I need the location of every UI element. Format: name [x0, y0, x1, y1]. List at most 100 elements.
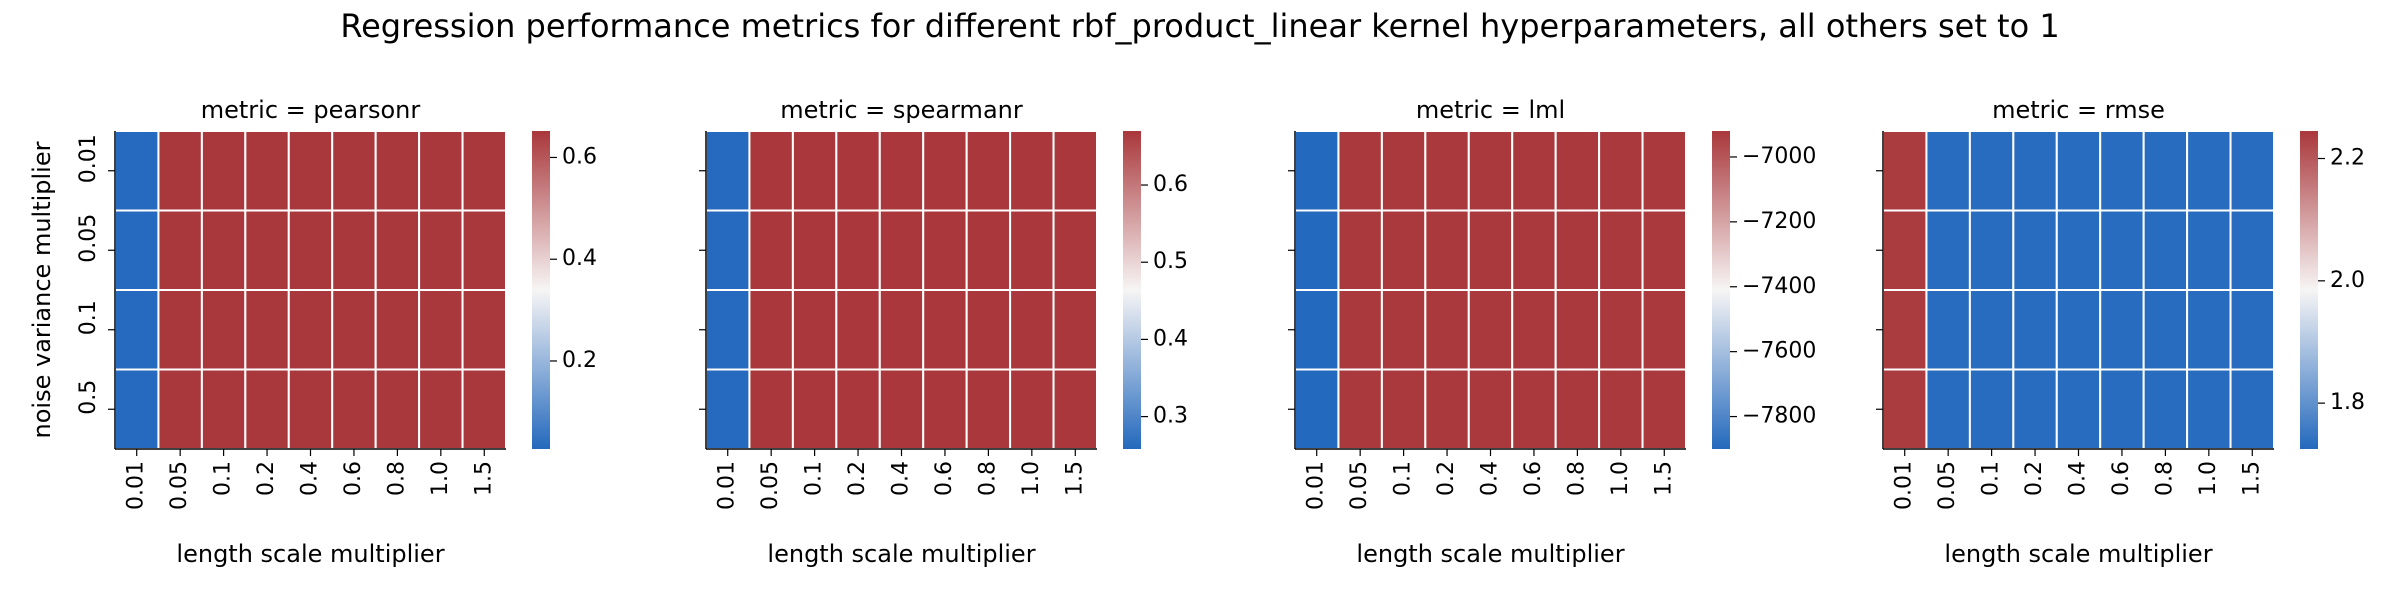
heatmap-cell — [1641, 209, 1687, 291]
x-tick-label: 0.2 — [1434, 461, 1459, 496]
heatmap-cell — [1337, 289, 1383, 371]
heatmap-cell — [835, 130, 881, 212]
colorbar-tick-label: −7000 — [1742, 144, 1816, 169]
x-axis-label: length scale multiplier — [1944, 540, 2212, 568]
panel-title: metric = rmse — [1992, 96, 2165, 124]
heatmap-cell — [1641, 368, 1687, 450]
heatmap-cell — [1511, 368, 1557, 450]
panel-title: metric = lml — [1416, 96, 1565, 124]
x-tick-label: 1.5 — [2239, 461, 2264, 496]
heatmap-cell — [114, 368, 160, 450]
y-tick-label: 0.01 — [76, 134, 101, 183]
heatmap-cell — [791, 289, 838, 371]
x-tick-label: 1.0 — [1019, 461, 1044, 496]
heatmap-cell — [1380, 289, 1427, 371]
heatmap-cell — [2055, 289, 2102, 371]
heatmap-cell — [200, 209, 247, 291]
heatmap-cell — [965, 130, 1012, 212]
colorbar-tick-label: 0.6 — [562, 144, 597, 169]
heatmap-cell — [374, 289, 421, 371]
heatmap-cell — [2099, 289, 2145, 371]
heatmap-cell — [791, 130, 838, 212]
heatmap-cell — [1337, 130, 1383, 212]
heatmap-cell — [461, 130, 507, 212]
heatmap-cell — [2229, 130, 2276, 212]
x-tick-label: 1.0 — [2196, 461, 2221, 496]
heatmap-cell — [1511, 130, 1557, 212]
heatmap-cell — [1380, 130, 1427, 212]
colorbar-tick-label: 2.2 — [2330, 146, 2365, 171]
heatmap-cell — [2099, 130, 2145, 212]
heatmap-cell — [1554, 130, 1601, 212]
heatmap-cell — [922, 289, 968, 371]
heatmap-cell — [1294, 130, 1340, 212]
heatmap-cell — [461, 368, 507, 450]
heatmap-cell — [2186, 209, 2232, 291]
heatmap-cell — [2186, 130, 2232, 212]
heatmap-cell — [157, 130, 203, 212]
heatmap-cell — [461, 209, 507, 291]
colorbar — [2300, 131, 2318, 449]
x-tick-label: 0.1 — [1979, 461, 2004, 496]
heatmap-cell — [835, 289, 881, 371]
x-tick-label: 0.1 — [1391, 461, 1416, 496]
x-tick-label: 0.1 — [802, 461, 827, 496]
heatmap-cell — [2099, 209, 2145, 291]
x-tick-label: 0.05 — [1935, 461, 1960, 510]
heatmap-cell — [1925, 130, 1971, 212]
heatmap-cell — [2142, 209, 2189, 291]
heatmap-cell — [374, 368, 421, 450]
x-tick-label: 0.8 — [384, 461, 409, 496]
x-tick-label: 0.2 — [254, 461, 279, 496]
colorbar-tick-label: 0.6 — [1153, 172, 1188, 197]
heatmap-cell — [1467, 130, 1514, 212]
heatmap-cell — [705, 289, 751, 371]
heatmap-cell — [922, 368, 968, 450]
heatmap-cell — [2012, 368, 2058, 450]
panel-title: metric = spearmanr — [780, 96, 1023, 124]
heatmap-cell — [1052, 209, 1098, 291]
heatmap-cell — [878, 289, 925, 371]
heatmap-cell — [2055, 209, 2102, 291]
heatmap-cell — [2142, 368, 2189, 450]
x-tick-label: 0.05 — [758, 461, 783, 510]
heatmap-cell — [1882, 368, 1928, 450]
heatmap-cell — [461, 289, 507, 371]
x-tick-label: 0.6 — [2109, 461, 2134, 496]
figure-title: Regression performance metrics for diffe… — [340, 7, 2059, 45]
heatmap-cell — [157, 289, 203, 371]
heatmap-cell — [2012, 130, 2058, 212]
heatmap-cell — [1052, 130, 1098, 212]
heatmap-cell — [2229, 289, 2276, 371]
heatmap-cell — [965, 209, 1012, 291]
heatmap-cell — [1598, 209, 1644, 291]
heatmap-cell — [1424, 130, 1470, 212]
heatmap-cell — [287, 289, 334, 371]
colorbar-tick-label: 0.4 — [1153, 326, 1188, 351]
heatmap-cell — [2186, 289, 2232, 371]
heatmap-cell — [1925, 209, 1971, 291]
heatmap-cell — [1380, 209, 1427, 291]
heatmap-cell — [331, 130, 377, 212]
x-tick-label: 1.5 — [1062, 461, 1087, 496]
x-tick-label: 1.5 — [1651, 461, 1676, 496]
heatmap-cell — [2229, 368, 2276, 450]
colorbar — [1123, 131, 1141, 449]
colorbar-tick-label: −7400 — [1742, 274, 1816, 299]
x-tick-label: 0.05 — [167, 461, 192, 510]
heatmap-cell — [748, 289, 794, 371]
heatmap-cell — [2186, 368, 2232, 450]
colorbar — [1712, 131, 1730, 449]
colorbar — [532, 131, 550, 449]
x-tick-label: 1.0 — [428, 461, 453, 496]
heatmap-cell — [878, 368, 925, 450]
heatmap-cell — [114, 130, 160, 212]
heatmap-cell — [1294, 368, 1340, 450]
heatmap-cell — [114, 289, 160, 371]
heatmap-cell — [2099, 368, 2145, 450]
heatmap-cell — [1511, 289, 1557, 371]
y-axis-label: noise variance multiplier — [28, 141, 56, 438]
heatmap-cell — [1554, 368, 1601, 450]
heatmap-cell — [418, 289, 464, 371]
